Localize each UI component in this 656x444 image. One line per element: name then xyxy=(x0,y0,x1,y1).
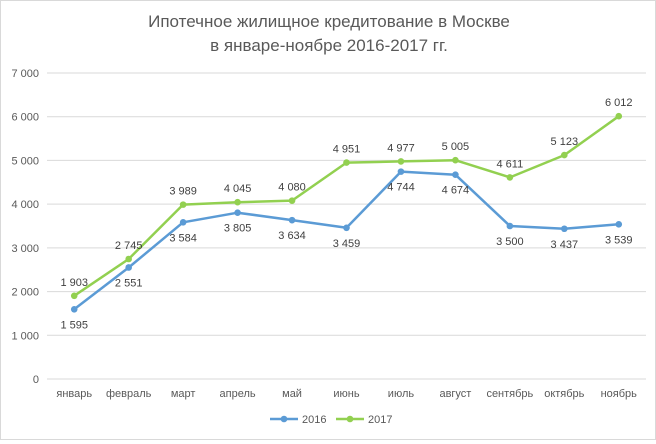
x-tick-label: апрель xyxy=(220,388,256,400)
data-label: 4 080 xyxy=(278,182,306,194)
x-tick-label: январь xyxy=(56,388,92,400)
x-tick-label: август xyxy=(439,388,471,400)
x-axis-ticks: январь февраль март апрель май июнь июль август… xyxy=(56,388,637,400)
x-tick-label: июль xyxy=(388,388,415,400)
data-point xyxy=(452,171,459,178)
data-label: 4 674 xyxy=(442,185,470,197)
data-label: 4 951 xyxy=(333,144,361,156)
data-label: 2 551 xyxy=(115,277,143,289)
x-tick-label: май xyxy=(282,388,302,400)
data-label: 4 744 xyxy=(387,182,415,194)
x-tick-label: февраль xyxy=(106,388,152,400)
data-point xyxy=(506,174,514,181)
data-label: 3 539 xyxy=(605,234,633,246)
data-label: 2 745 xyxy=(115,240,143,252)
y-tick-label: 1 000 xyxy=(11,330,39,342)
data-point xyxy=(343,159,350,166)
data-point xyxy=(452,156,459,164)
data-label: 6 012 xyxy=(605,97,633,109)
y-tick-label: 2 000 xyxy=(11,287,39,299)
data-point xyxy=(397,158,405,165)
x-tick-label: июнь xyxy=(333,388,359,400)
chart-title-line-2: в январе-ноябре 2016-2017 гг. xyxy=(210,36,448,55)
data-label: 5 123 xyxy=(551,136,579,148)
legend-label-2017: 2017 xyxy=(368,414,392,426)
y-tick-label: 3 000 xyxy=(11,243,39,255)
data-label: 4 045 xyxy=(224,183,252,195)
legend-marker-2016 xyxy=(280,415,288,423)
data-point xyxy=(506,222,514,230)
legend: 2016 2017 xyxy=(270,414,392,426)
data-label: 1 903 xyxy=(60,277,88,289)
data-point xyxy=(561,225,568,233)
y-axis-ticks: 0 1 000 2 000 3 000 4 000 5 000 6 000 7 000 xyxy=(11,68,39,386)
x-tick-label: сентябрь xyxy=(486,388,533,400)
x-tick-label: ноябрь xyxy=(601,388,638,400)
x-tick-label: март xyxy=(171,388,196,400)
y-tick-label: 4 000 xyxy=(11,199,39,211)
data-point xyxy=(615,112,623,120)
y-tick-label: 6 000 xyxy=(11,112,39,124)
series-2017: 1 903 2 745 3 989 4 045 4 080 4 951 4 977 5 005… xyxy=(60,97,633,300)
data-point xyxy=(288,197,296,204)
data-label: 3 634 xyxy=(278,230,306,242)
y-tick-label: 7 000 xyxy=(11,68,39,80)
data-point xyxy=(179,201,187,208)
data-point xyxy=(179,219,187,226)
y-tick-label: 0 xyxy=(33,374,39,386)
chart-title-line-1: Ипотечное жилищное кредитование в Москве xyxy=(148,12,510,31)
series-2016: 1 595 2 551 3 584 3 805 3 634 3 459 4 744 4 674… xyxy=(60,168,633,331)
data-label: 3 989 xyxy=(169,186,197,198)
data-point xyxy=(397,168,405,175)
data-point xyxy=(615,220,623,228)
data-label: 5 005 xyxy=(442,141,470,153)
legend-label-2016: 2016 xyxy=(302,414,326,426)
data-point xyxy=(234,198,241,206)
data-point xyxy=(343,224,350,232)
data-point xyxy=(234,209,241,216)
data-label: 3 459 xyxy=(333,238,361,250)
data-point xyxy=(125,264,132,271)
data-point xyxy=(288,216,296,224)
data-label: 4 611 xyxy=(497,158,524,170)
data-label: 3 437 xyxy=(551,239,579,251)
series-layer: 1 595 2 551 3 584 3 805 3 634 3 459 4 744 4 674… xyxy=(60,97,632,331)
x-tick-label: октябрь xyxy=(544,388,584,400)
legend-marker-2017 xyxy=(346,415,354,423)
data-label: 1 595 xyxy=(60,319,88,331)
data-point xyxy=(125,255,132,263)
data-point xyxy=(70,305,78,313)
data-label: 3 500 xyxy=(496,236,524,248)
data-label: 4 977 xyxy=(387,142,415,154)
data-point xyxy=(561,151,568,159)
data-point xyxy=(70,292,78,300)
data-label: 3 584 xyxy=(169,232,197,244)
data-label: 3 805 xyxy=(224,223,252,235)
y-tick-label: 5 000 xyxy=(11,155,39,167)
